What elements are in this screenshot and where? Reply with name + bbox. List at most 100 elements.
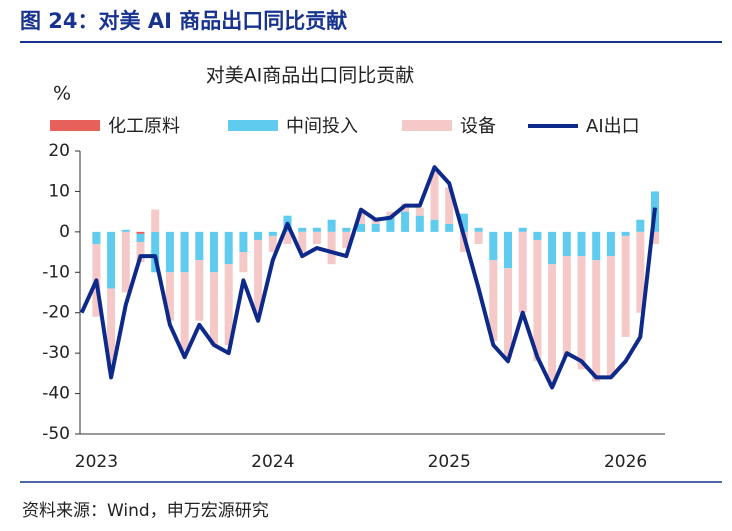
bar <box>445 223 454 232</box>
bar <box>636 231 645 313</box>
bar <box>327 219 336 232</box>
bar <box>239 252 248 273</box>
bar <box>430 171 439 220</box>
bar <box>371 219 380 224</box>
bar <box>548 231 557 265</box>
bar <box>121 231 130 293</box>
bar <box>165 231 174 273</box>
legend-label: 中间投入 <box>286 116 358 137</box>
bar <box>592 260 601 382</box>
bar <box>562 231 571 257</box>
bar <box>121 229 130 232</box>
bar <box>342 227 351 232</box>
line <box>79 165 657 390</box>
x-tick-label: 2024 <box>251 452 294 472</box>
x-tick-label: 2023 <box>75 452 118 472</box>
y-tick-label: -30 <box>42 343 70 363</box>
figure-title: 图 24：对美 AI 商品出口同比贡献 <box>20 9 347 33</box>
bar <box>357 223 365 232</box>
bar <box>180 272 189 354</box>
bar <box>298 227 307 232</box>
y-tick-label: -50 <box>42 424 70 444</box>
bar <box>606 231 615 257</box>
bar <box>239 231 248 253</box>
bar <box>136 231 145 234</box>
bar <box>548 264 557 386</box>
y-tick-label: 0 <box>59 222 70 242</box>
bar <box>210 231 218 273</box>
bar <box>592 231 601 261</box>
bar <box>401 211 410 232</box>
bar <box>312 231 321 244</box>
y-tick-label: -10 <box>42 262 70 282</box>
bar <box>298 231 307 253</box>
y-tick-label: 10 <box>48 181 70 201</box>
bar <box>254 231 263 240</box>
legend-swatch <box>402 120 452 131</box>
bar <box>489 231 498 261</box>
x-tick-label: 2025 <box>428 452 471 472</box>
bar <box>606 256 615 378</box>
bar <box>151 231 160 273</box>
bar <box>371 223 380 232</box>
source: 资料来源：Wind，申万宏源研究 <box>22 501 269 521</box>
legend-label: AI出口 <box>586 116 640 137</box>
bar <box>518 231 527 313</box>
bar <box>283 231 292 244</box>
bar <box>459 213 468 232</box>
bar <box>92 231 101 244</box>
bar <box>651 231 659 244</box>
bar <box>224 264 233 346</box>
bar <box>224 231 233 265</box>
bar <box>504 268 512 358</box>
bar <box>562 256 571 358</box>
bar <box>621 231 630 236</box>
bar <box>136 233 145 242</box>
bar <box>415 215 424 232</box>
bar <box>474 231 483 244</box>
bar <box>210 272 218 346</box>
bar <box>342 231 351 249</box>
bar <box>151 209 160 232</box>
bar <box>180 231 189 273</box>
bar <box>386 211 395 216</box>
bar <box>107 288 116 370</box>
bar <box>165 272 174 321</box>
bar <box>195 231 204 261</box>
bar <box>533 239 542 362</box>
y-label: % <box>53 83 71 105</box>
bar <box>415 207 424 216</box>
bar <box>430 219 439 232</box>
bar <box>254 239 263 313</box>
x-tick-label: 2026 <box>604 452 647 472</box>
bar <box>195 260 204 321</box>
bar <box>621 235 630 337</box>
bar <box>268 231 277 236</box>
bar <box>386 215 395 232</box>
legend-swatch <box>50 120 100 131</box>
legend-label: 设备 <box>460 116 496 137</box>
bar <box>518 227 527 232</box>
legend-swatch <box>228 120 278 131</box>
bar <box>489 260 498 342</box>
bar <box>357 211 365 224</box>
bar <box>504 231 512 269</box>
bar <box>533 231 542 240</box>
bar <box>445 187 454 224</box>
bar <box>577 256 586 370</box>
y-tick-label: -20 <box>42 303 70 323</box>
bar <box>636 219 645 232</box>
bar <box>136 241 145 263</box>
y-tick-label: -40 <box>42 384 70 404</box>
chart-title: 对美AI商品出口同比贡献 <box>206 65 415 87</box>
bar <box>268 235 277 253</box>
bar <box>107 231 116 289</box>
legend-label: 化工原料 <box>108 116 180 137</box>
bar <box>474 227 483 232</box>
bar <box>312 227 321 232</box>
bar <box>577 231 586 257</box>
bar <box>327 231 336 265</box>
y-tick-label: 20 <box>48 141 70 161</box>
